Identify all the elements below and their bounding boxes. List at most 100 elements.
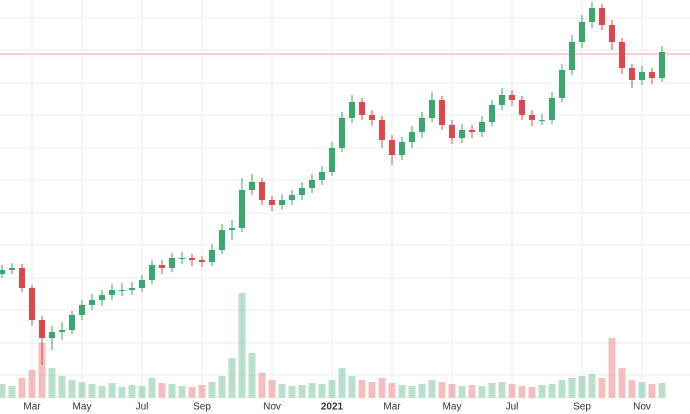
volume-bar — [598, 378, 606, 398]
volume-bar — [128, 385, 136, 398]
volume-bar — [368, 382, 376, 398]
candle-body — [659, 52, 665, 78]
volume-bar — [438, 382, 446, 398]
candle-body — [39, 320, 45, 338]
candle-body — [639, 72, 645, 80]
candle-body — [289, 195, 295, 200]
candle-body — [559, 70, 565, 98]
volume-bar — [68, 380, 76, 398]
volume-bar — [48, 368, 56, 398]
volume-bar — [488, 383, 496, 398]
candle-body — [29, 288, 35, 320]
candle-body — [19, 268, 25, 288]
volume-bar — [468, 385, 476, 398]
volume-bar — [88, 384, 96, 398]
candle-body — [109, 290, 115, 295]
volume-bar — [398, 385, 406, 398]
volume-bar — [568, 378, 576, 398]
volume-bar — [148, 378, 156, 398]
candle-body — [619, 42, 625, 68]
volume-bar — [238, 293, 246, 398]
x-tick-label: Jul — [136, 402, 149, 413]
volume-bar — [498, 382, 506, 398]
x-tick-label: May — [443, 402, 462, 413]
candle-body — [539, 120, 545, 121]
volume-bar — [0, 384, 6, 398]
volume-bar — [298, 385, 306, 398]
candle-body — [119, 290, 125, 291]
volume-bar — [18, 378, 26, 398]
volume-bar — [108, 383, 116, 398]
volume-bar — [588, 374, 596, 398]
candle-body — [419, 118, 425, 132]
volume-bar — [208, 382, 216, 398]
candle-body — [339, 118, 345, 148]
volume-bar — [318, 384, 326, 398]
candle-body — [609, 25, 615, 42]
candle-body — [349, 102, 355, 118]
candle-body — [359, 102, 365, 115]
volume-bar — [338, 368, 346, 398]
candle-body — [649, 72, 655, 78]
candle-body — [239, 190, 245, 228]
candle-body — [579, 22, 585, 42]
volume-bar — [578, 376, 586, 398]
candle-body — [189, 258, 195, 260]
candle-body — [529, 115, 535, 120]
candle-body — [49, 332, 55, 338]
volume-bar — [38, 343, 46, 398]
candle-body — [549, 98, 555, 120]
candle-body — [379, 120, 385, 140]
volume-bar — [518, 386, 526, 398]
candle-body — [249, 182, 255, 190]
candle-body — [79, 305, 85, 315]
candle-body — [169, 258, 175, 268]
candle-body — [369, 115, 375, 120]
volume-bar — [358, 380, 366, 398]
volume-bar — [618, 368, 626, 398]
candle-body — [319, 172, 325, 180]
candle-body — [519, 100, 525, 115]
candle-body — [279, 200, 285, 205]
volume-bar — [558, 380, 566, 398]
volume-bar — [78, 382, 86, 398]
candle-body — [629, 68, 635, 80]
candle-body — [589, 8, 595, 22]
candle-body — [489, 105, 495, 122]
volume-bar — [118, 387, 126, 398]
volume-bar — [388, 383, 396, 398]
candle-body — [439, 100, 445, 125]
x-tick-label: Mar — [383, 402, 401, 413]
candle-body — [149, 265, 155, 280]
candle-body — [469, 130, 475, 132]
x-tick-label: May — [73, 402, 92, 413]
volume-bar — [478, 386, 486, 398]
candle-body — [209, 250, 215, 262]
candle-body — [509, 95, 515, 100]
candle-body — [179, 258, 185, 259]
volume-bar — [458, 386, 466, 398]
candle-body — [429, 100, 435, 118]
volume-bar — [548, 384, 556, 398]
candle-body — [259, 182, 265, 200]
volume-bar — [328, 380, 336, 398]
volume-bar — [248, 353, 256, 398]
volume-bar — [218, 376, 226, 398]
volume-bar — [648, 384, 656, 398]
x-tick-label: Nov — [633, 402, 651, 413]
volume-bar — [508, 384, 516, 398]
volume-bar — [348, 376, 356, 398]
candle-body — [329, 148, 335, 172]
volume-bar — [658, 383, 666, 398]
candle-body — [69, 315, 75, 330]
volume-bar — [268, 380, 276, 398]
volume-bar — [418, 384, 426, 398]
candle-body — [0, 270, 5, 274]
volume-bar — [58, 376, 66, 398]
volume-bar — [158, 383, 166, 398]
volume-bar — [448, 384, 456, 398]
volume-bar — [288, 386, 296, 398]
candle-body — [139, 280, 145, 288]
candle-body — [9, 268, 15, 270]
x-tick-label: Nov — [263, 402, 281, 413]
